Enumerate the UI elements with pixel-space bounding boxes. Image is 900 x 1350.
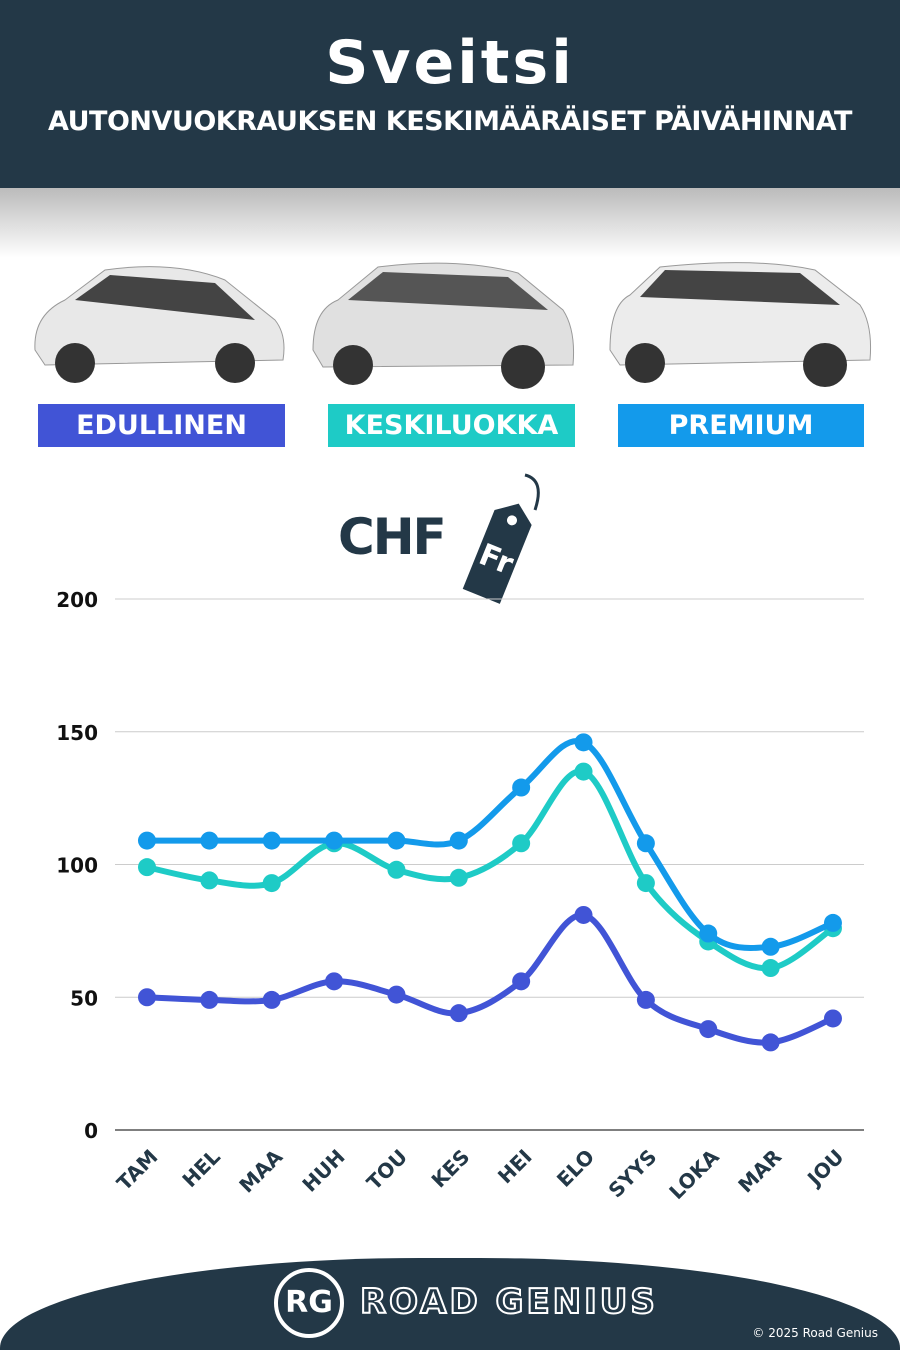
data-point — [761, 937, 780, 956]
data-point — [262, 831, 281, 850]
data-point — [449, 1004, 468, 1023]
y-tick-label: 0 — [84, 1119, 98, 1143]
legend-premium: PREMIUM — [618, 404, 864, 447]
data-point — [200, 831, 219, 850]
y-tick-label: 150 — [56, 721, 98, 745]
x-tick-label: MAR — [733, 1145, 786, 1198]
data-point — [574, 733, 593, 752]
y-tick-label: 50 — [70, 986, 98, 1010]
page-title: Sveitsi — [325, 28, 575, 98]
data-point — [512, 834, 531, 853]
x-tick-label: HEL — [177, 1144, 225, 1192]
data-point — [262, 874, 281, 893]
legend-midsize: KESKILUOKKA — [328, 404, 575, 447]
data-point — [138, 858, 156, 877]
y-tick-label: 100 — [56, 854, 98, 878]
data-point — [636, 834, 655, 853]
data-point — [823, 1009, 842, 1028]
series-line-premium — [147, 737, 835, 951]
midsize-car-image — [312, 262, 574, 389]
data-point — [699, 1020, 718, 1039]
brand-name: ROAD GENIUS — [359, 1281, 658, 1323]
series-line-keskiluokka — [146, 768, 835, 972]
data-point — [449, 868, 468, 887]
data-point — [761, 1033, 780, 1052]
brand-logo: RG — [274, 1268, 344, 1338]
x-tick-label: HEI — [493, 1145, 537, 1189]
x-tick-label: MAA — [234, 1144, 287, 1197]
data-point — [387, 985, 406, 1004]
data-point — [325, 831, 344, 850]
data-point — [574, 905, 593, 924]
header-shadow — [0, 188, 900, 258]
data-point — [636, 874, 655, 893]
x-tick-label: SYYS — [604, 1145, 662, 1203]
data-point — [512, 972, 531, 991]
data-point — [387, 831, 406, 850]
x-tick-label: KES — [427, 1145, 475, 1193]
economy-car-image — [34, 266, 285, 383]
x-tick-label: JOU — [801, 1145, 848, 1192]
series-line-edullinen — [146, 911, 835, 1046]
x-tick-label: HUH — [297, 1145, 349, 1197]
y-tick-label: 200 — [56, 588, 98, 612]
data-point — [262, 990, 281, 1009]
data-point — [823, 913, 842, 932]
legend-economy: EDULLINEN — [38, 404, 285, 447]
data-point — [138, 988, 156, 1007]
x-tick-label: ELO — [552, 1145, 599, 1192]
page-subtitle: AUTONVUOKRAUKSEN KESKIMÄÄRÄISET PÄIVÄHIN… — [48, 106, 852, 137]
data-point — [200, 871, 219, 890]
data-point — [138, 831, 156, 850]
data-point — [387, 860, 406, 879]
price-tag-icon: Fr — [462, 473, 540, 604]
data-point — [325, 972, 344, 991]
data-point — [512, 778, 531, 797]
line-chart: 0 50 100 150 200 TAM HEL MAA HUH TOU KES HEI ELO SYYS… — [56, 588, 864, 1204]
x-tick-label: TOU — [362, 1145, 412, 1195]
x-tick-label: LOKA — [664, 1144, 724, 1204]
header: Sveitsi AUTONVUOKRAUKSEN KESKIMÄÄRÄISET … — [0, 0, 900, 188]
copyright: © 2025 Road Genius — [752, 1326, 878, 1340]
data-point — [449, 831, 468, 850]
data-point — [200, 990, 219, 1009]
premium-car-image — [609, 262, 871, 387]
data-point — [761, 959, 780, 978]
data-point — [636, 990, 655, 1009]
data-point — [574, 762, 593, 781]
data-point — [699, 924, 718, 943]
currency-label: CHF — [338, 508, 447, 566]
x-tick-label: TAM — [112, 1145, 163, 1196]
